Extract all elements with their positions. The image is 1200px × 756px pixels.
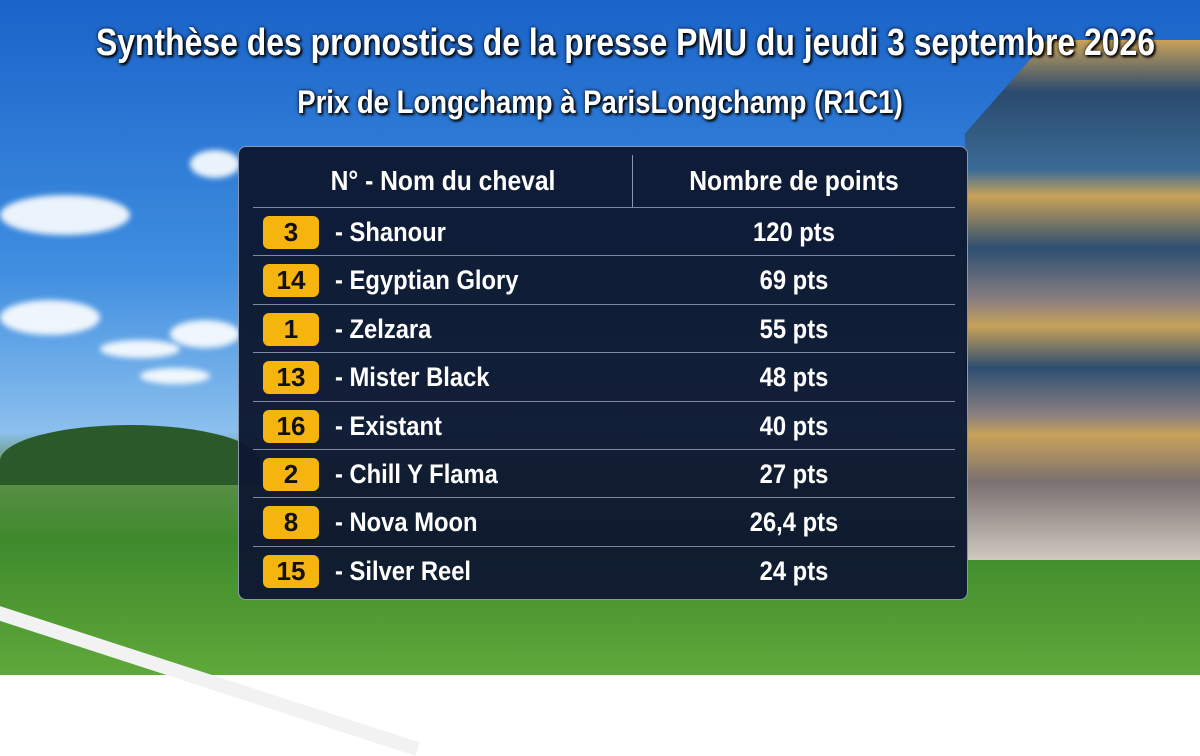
- horse-number: 8: [263, 506, 319, 540]
- points: 48 pts: [759, 362, 829, 393]
- points: 120 pts: [753, 217, 835, 247]
- cloud: [0, 195, 130, 235]
- trees: [0, 425, 260, 485]
- table-row: 15 - Silver Reel 24 pts: [253, 545, 955, 595]
- horse-name: - Silver Reel: [335, 555, 472, 586]
- cloud: [190, 150, 240, 178]
- title: Synthèse des pronostics de la presse PMU…: [96, 22, 1156, 64]
- table: N° - Nom du cheval Nombre de points 3 - S…: [238, 146, 968, 600]
- points: 40 pts: [759, 410, 829, 441]
- cloud: [140, 368, 210, 384]
- grandstand: [965, 40, 1200, 560]
- table-row: 1 - Zelzara 55 pts: [253, 303, 955, 353]
- points: 27 pts: [759, 459, 829, 489]
- horse-number: 14: [263, 264, 319, 298]
- horse-name: - Nova Moon: [335, 507, 478, 538]
- horse-name: - Egyptian Glory: [335, 265, 519, 296]
- horse-name: - Chill Y Flama: [335, 459, 498, 489]
- horse-number: 16: [263, 409, 319, 443]
- horse-name: - Shanour: [335, 217, 446, 247]
- table-row: 8 - Nova Moon 26,4 pts: [253, 497, 955, 546]
- horse-number: 1: [263, 312, 319, 346]
- horse-name: - Zelzara: [335, 313, 432, 344]
- column-divider: [632, 155, 633, 207]
- horse-number: 3: [263, 216, 319, 249]
- horse-number: 15: [263, 554, 319, 588]
- horse-name: - Existant: [335, 410, 442, 441]
- horse-number: 2: [263, 458, 319, 491]
- table-row: 14 - Egyptian Glory 69 pts: [253, 255, 955, 304]
- subtitle: Prix de Longchamp à ParisLongchamp (R1C1…: [297, 84, 903, 120]
- cloud: [100, 340, 180, 358]
- table-row: 2 - Chill Y Flama 27 pts: [253, 449, 955, 498]
- horse-number: 13: [263, 361, 319, 395]
- column-header: Nombre de points: [689, 165, 899, 196]
- points: 55 pts: [759, 313, 829, 344]
- cloud: [170, 320, 240, 348]
- points: 26,4 pts: [749, 507, 839, 538]
- horse-name: - Mister Black: [335, 362, 490, 393]
- cloud: [0, 300, 100, 335]
- points: 24 pts: [759, 555, 829, 586]
- table-row: 3 - Shanour 120 pts: [253, 207, 955, 256]
- column-header: N° - Nom du cheval: [330, 165, 556, 196]
- table-row: 13 - Mister Black 48 pts: [253, 352, 955, 401]
- table-row: 16 - Existant 40 pts: [253, 400, 955, 450]
- points: 69 pts: [759, 265, 829, 296]
